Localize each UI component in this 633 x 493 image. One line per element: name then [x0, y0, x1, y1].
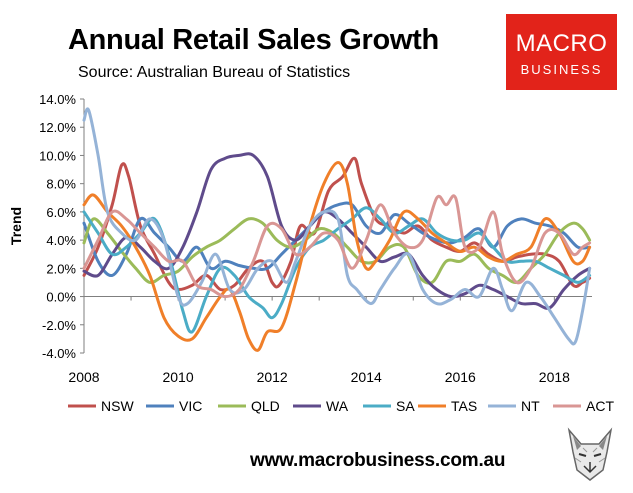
chart-legend: NSW VIC QLD WA SA TAS NT ACT	[68, 398, 614, 414]
x-tick-label: 2014	[351, 369, 382, 385]
series-line-act	[82, 194, 592, 299]
footer-url: www.macrobusiness.com.au	[250, 450, 506, 471]
x-tick-label: 2018	[539, 369, 570, 385]
x-tick-label: 2010	[162, 369, 193, 385]
legend-label-act: ACT	[586, 398, 614, 414]
chart-series	[82, 107, 592, 352]
y-tick-label: 10.0%	[39, 148, 76, 163]
logo-line-2: BUSINESS	[520, 62, 603, 77]
y-tick-label: 4.0%	[46, 233, 76, 248]
series-line-sa	[82, 206, 592, 334]
y-tick-label: -4.0%	[42, 346, 76, 361]
series-line-tas	[82, 161, 592, 352]
legend-label-nt: NT	[521, 398, 540, 414]
legend-label-wa: WA	[326, 398, 349, 414]
legend-label-qld: QLD	[251, 398, 280, 414]
wolf-logo-icon	[567, 427, 613, 481]
y-tick-label: 2.0%	[46, 261, 76, 276]
legend-label-tas: TAS	[451, 398, 477, 414]
y-tick-label: 14.0%	[39, 92, 76, 107]
y-tick-label: 6.0%	[46, 205, 76, 220]
x-tick-label: 2016	[445, 369, 476, 385]
legend-label-vic: VIC	[179, 398, 202, 414]
y-tick-label: 0.0%	[46, 290, 76, 305]
y-tick-label: 12.0%	[39, 120, 76, 135]
chart-subtitle: Source: Australian Bureau of Statistics	[78, 64, 351, 81]
y-tick-label: 8.0%	[46, 177, 76, 192]
x-tick-label: 2008	[68, 369, 99, 385]
page-title: Annual Retail Sales Growth	[68, 24, 439, 56]
y-tick-label: -2.0%	[42, 318, 76, 333]
legend-label-sa: SA	[396, 398, 415, 414]
legend-label-nsw: NSW	[101, 398, 134, 414]
x-tick-label: 2012	[257, 369, 288, 385]
y-axis-title: Trend	[8, 207, 24, 245]
series-line-nt	[82, 107, 592, 346]
macrobusiness-logo: MACRO BUSINESS	[506, 14, 617, 90]
logo-line-1: MACRO	[515, 30, 608, 57]
series-line-vic	[82, 201, 592, 277]
chart-axes: -4.0% -2.0% 0.0% 2.0% 4.0% 6.0% 8.0% 10.0% 12.0%…	[8, 92, 592, 385]
